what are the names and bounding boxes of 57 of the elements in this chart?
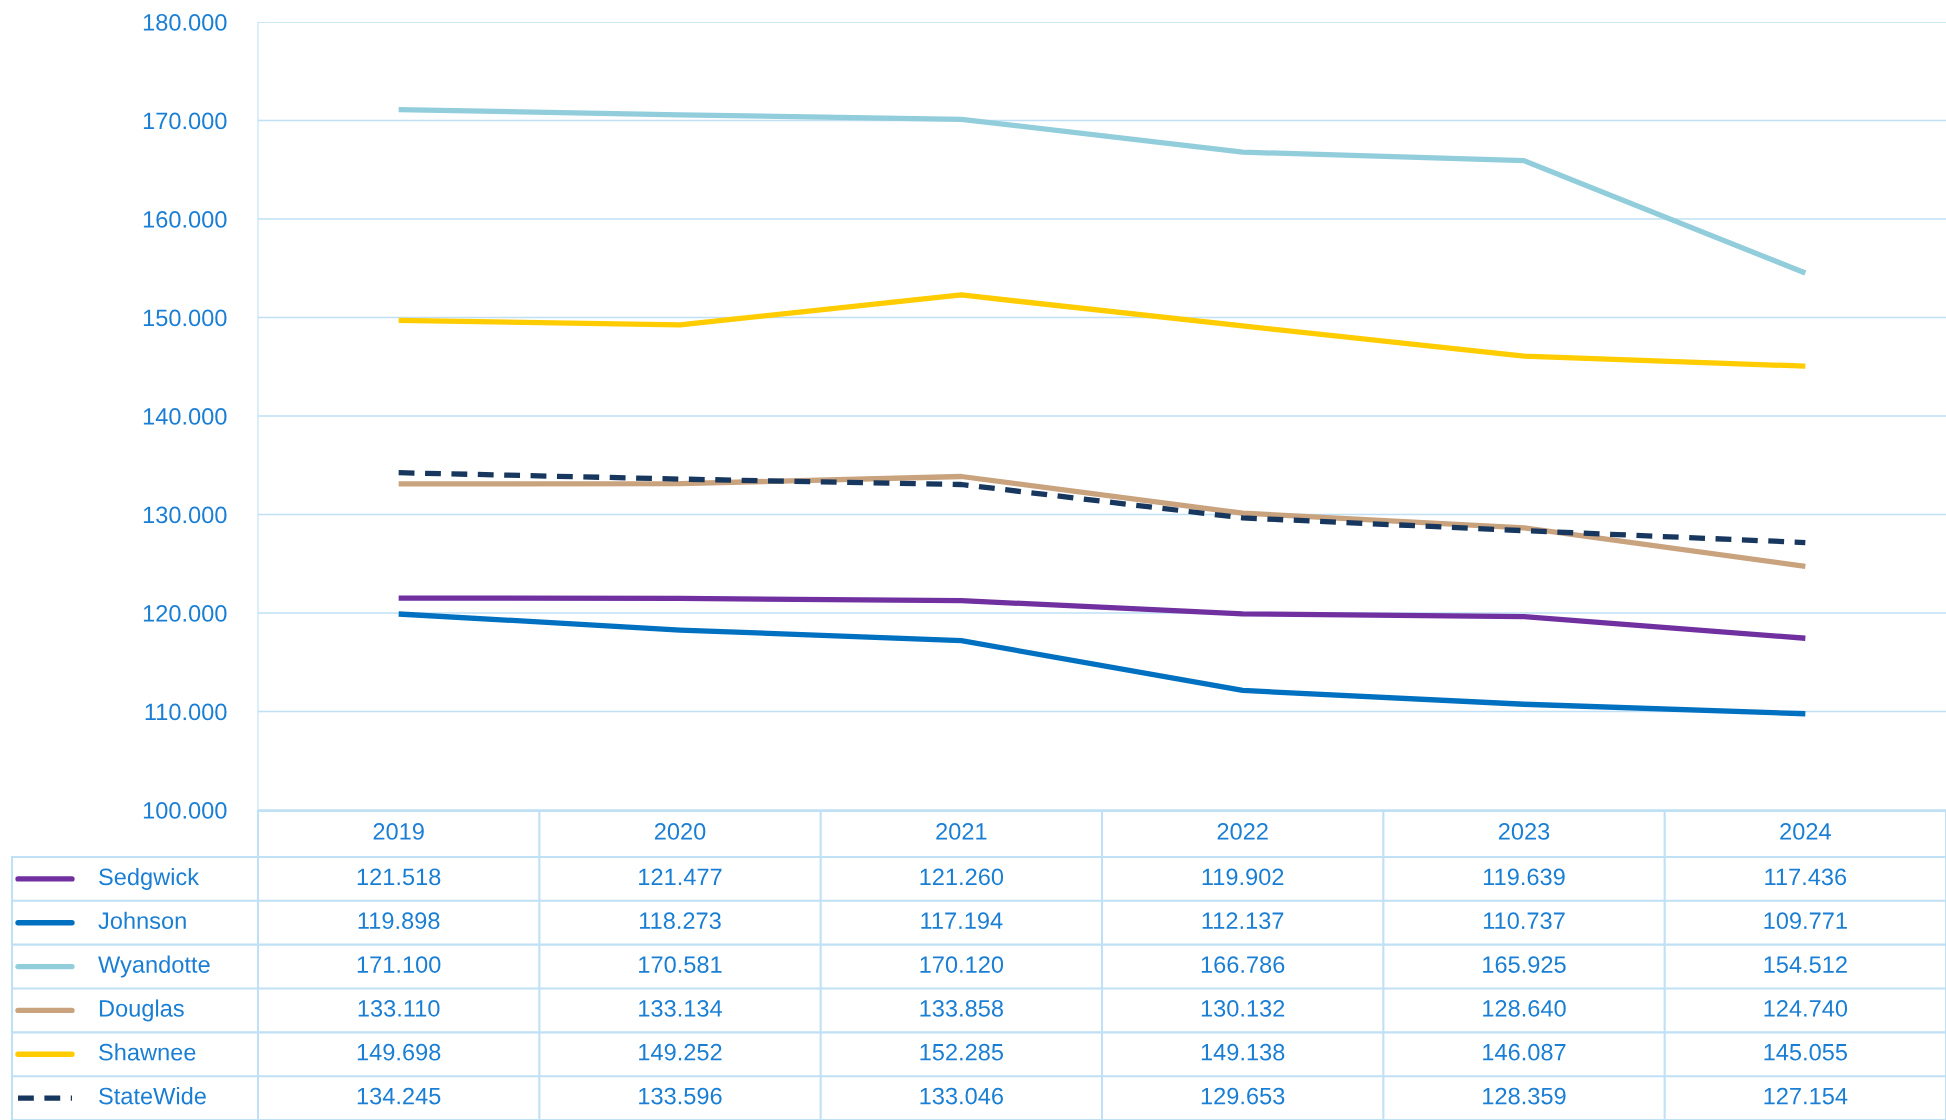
data-label: 133.046 bbox=[920, 1087, 1003, 1105]
legend-label: Wyandotte bbox=[98, 955, 210, 978]
x-tick-label: 2021 bbox=[936, 823, 987, 840]
data-label: 146.087 bbox=[1483, 1043, 1566, 1061]
y-tick-label: 130.000 bbox=[143, 506, 227, 524]
data-label: 133.858 bbox=[920, 1000, 1003, 1017]
x-tick-label: 2019 bbox=[373, 823, 424, 840]
y-tick-label: 110.000 bbox=[145, 703, 227, 721]
y-tick-label: 160.000 bbox=[143, 211, 227, 228]
data-label: 121.477 bbox=[639, 868, 722, 886]
data-label: 170.581 bbox=[639, 956, 722, 973]
data-label: 119.639 bbox=[1484, 868, 1565, 886]
data-label: 149.252 bbox=[639, 1043, 722, 1061]
data-label: 112.137 bbox=[1202, 912, 1284, 930]
data-label: 117.194 bbox=[921, 912, 1003, 930]
data-label: 133.596 bbox=[639, 1087, 722, 1105]
data-label: 118.273 bbox=[640, 912, 721, 930]
data-label: 165.925 bbox=[1483, 956, 1566, 973]
y-tick-label: 120.000 bbox=[143, 605, 227, 622]
data-label: 129.653 bbox=[1201, 1087, 1285, 1105]
data-label: 128.640 bbox=[1483, 1000, 1566, 1017]
x-tick-label: 2024 bbox=[1780, 823, 1831, 840]
data-label: 128.359 bbox=[1483, 1087, 1566, 1105]
data-label: 119.898 bbox=[358, 912, 440, 930]
data-label: 110.737 bbox=[1484, 912, 1565, 930]
data-label: 117.436 bbox=[1765, 868, 1847, 886]
legend-label: Sedgwick bbox=[99, 867, 200, 890]
data-label: 133.110 bbox=[358, 1000, 440, 1017]
data-label: 109.771 bbox=[1764, 912, 1847, 930]
data-label: 171.100 bbox=[357, 956, 441, 973]
data-label: 170.120 bbox=[920, 956, 1004, 973]
x-tick-label: 2022 bbox=[1217, 823, 1268, 840]
data-label: 166.786 bbox=[1201, 956, 1285, 973]
x-tick-label: 2020 bbox=[654, 823, 706, 840]
data-label: 134.245 bbox=[357, 1087, 441, 1105]
legend-label: Johnson bbox=[98, 911, 186, 930]
legend-label: Shawnee bbox=[99, 1043, 196, 1061]
data-label: 154.512 bbox=[1764, 956, 1847, 973]
data-label: 127.154 bbox=[1764, 1087, 1848, 1105]
y-tick-label: 170.000 bbox=[143, 112, 227, 130]
data-label: 121.260 bbox=[920, 868, 1004, 886]
y-tick-label: 150.000 bbox=[143, 309, 227, 327]
data-label: 130.132 bbox=[1201, 1000, 1285, 1017]
data-label: 149.138 bbox=[1201, 1043, 1285, 1061]
x-tick-label: 2023 bbox=[1498, 823, 1550, 840]
data-label: 133.134 bbox=[639, 1000, 722, 1017]
y-tick-label: 100.000 bbox=[143, 802, 227, 819]
data-label: 119.902 bbox=[1202, 868, 1284, 886]
data-label: 152.285 bbox=[920, 1043, 1004, 1061]
data-label: 149.698 bbox=[357, 1043, 441, 1061]
data-label: 145.055 bbox=[1764, 1043, 1848, 1061]
y-tick-label: 180.000 bbox=[143, 14, 227, 31]
legend-label: StateWide bbox=[99, 1087, 206, 1105]
legend-label: Douglas bbox=[99, 999, 184, 1022]
data-label: 121.518 bbox=[357, 868, 441, 886]
y-tick-label: 140.000 bbox=[143, 408, 227, 425]
data-label: 124.740 bbox=[1764, 1000, 1848, 1017]
